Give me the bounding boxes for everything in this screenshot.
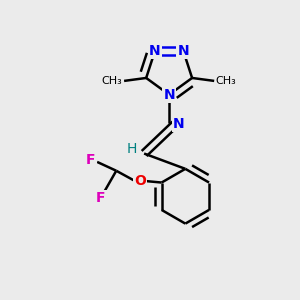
- Text: N: N: [149, 44, 161, 58]
- Text: F: F: [86, 153, 95, 166]
- Text: N: N: [163, 88, 175, 102]
- Text: H: H: [127, 142, 137, 156]
- Text: N: N: [178, 44, 189, 58]
- Text: O: O: [134, 174, 146, 188]
- Text: N: N: [173, 117, 184, 131]
- Text: F: F: [96, 191, 106, 205]
- Text: CH₃: CH₃: [102, 76, 123, 86]
- Text: CH₃: CH₃: [216, 76, 236, 86]
